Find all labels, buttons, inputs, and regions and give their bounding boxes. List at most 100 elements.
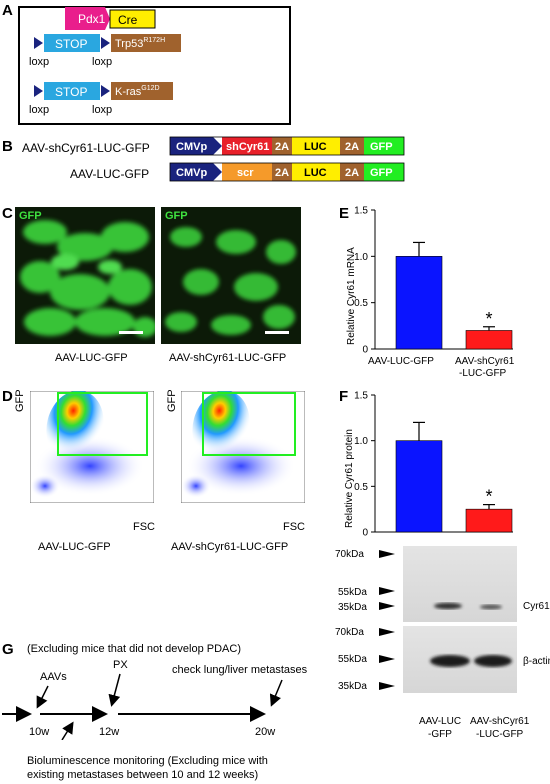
loxp-triangle-4: [101, 85, 110, 97]
loxp-label-2: loxp: [92, 56, 112, 68]
panel-label-d: D: [2, 388, 13, 405]
construct2-name: AAV-LUC-GFP: [70, 167, 150, 181]
lane1-label-line2: -GFP: [428, 729, 452, 740]
bar: [395, 256, 443, 350]
arrow-px: [108, 673, 121, 707]
chart-e-cat2-line1: AAV-shCyr61: [455, 356, 515, 367]
band-label-cyr61: Cyr61: [523, 601, 550, 612]
trp53-box: [111, 34, 181, 52]
panel-c-caption-left: AAV-LUC-GFP: [55, 352, 128, 364]
panel-label-f: F: [339, 388, 349, 405]
band-cyr61-lane1: [434, 602, 462, 610]
chart-e-ylabel: Relative Cyr61 mRNA: [346, 247, 357, 345]
kras-label: K-rasG12D: [115, 85, 160, 98]
panel-d-yaxis-left: GFP: [14, 389, 26, 412]
tick-label: 1.5: [354, 391, 368, 402]
tick-label: 0: [362, 345, 368, 356]
scale-bar-left: [119, 331, 143, 334]
scr-box: [222, 163, 272, 181]
timeline-aavs: AAVs: [40, 671, 67, 683]
gfp-gate-left: [57, 392, 148, 456]
scale-bar-right: [265, 331, 289, 334]
bar: [395, 440, 443, 533]
chart-f: Relative Cyr61 protein 0 0.5 1.0 1.5 *: [344, 391, 513, 539]
arrow-bot-35: [379, 682, 395, 690]
timeline-biolum-line1: Bioluminescence monitoring (Excluding mi…: [27, 755, 268, 767]
marker-bot-70: 70kDa: [335, 627, 364, 638]
gfp-micrograph-shcyr61: GFP: [161, 207, 301, 344]
tick-label: 0.5: [354, 298, 368, 309]
loxp-triangle-1: [34, 37, 43, 49]
arrow-check: [269, 679, 283, 707]
kras-box: [111, 82, 173, 100]
timeline-arrows: [2, 673, 283, 740]
arrow-aavs: [36, 685, 49, 709]
timeline-check: check lung/liver metastases: [172, 664, 308, 676]
stop-label-2: STOP: [55, 85, 87, 99]
panel-label-a: A: [2, 2, 13, 19]
panel-d-caption-left: AAV-LUC-GFP: [38, 541, 111, 553]
cmvp-label-1: CMVp: [176, 141, 207, 153]
panel-d-caption-right: AAV-shCyr61-LUC-GFP: [171, 541, 289, 553]
gfp-label-1: GFP: [370, 141, 393, 153]
loxp-triangle-2: [101, 37, 110, 49]
gfp-box-1: [364, 137, 404, 155]
2a-label-4: 2A: [345, 167, 359, 179]
2a-label-3: 2A: [275, 167, 289, 179]
panel-label-g: G: [2, 641, 14, 658]
arrow-biolum: [61, 721, 74, 740]
construct1-name: AAV-shCyr61-LUC-GFP: [22, 141, 150, 155]
panel-b-constructs: CMVp shCyr61 2A LUC 2A GFP CMVp scr 2A L…: [169, 136, 405, 182]
tick-label: 1.5: [354, 206, 368, 217]
arrow-top-35: [379, 602, 395, 610]
loxp-label-4: loxp: [92, 104, 112, 116]
loxp-label-1: loxp: [29, 56, 49, 68]
significance-star: *: [485, 487, 492, 507]
timeline-biolum-line2: existing metastases between 10 and 12 we…: [27, 769, 259, 781]
timeline-note-top: (Excluding mice that did not develop PDA…: [27, 643, 241, 655]
bar: [465, 508, 513, 533]
band-cyr61-lane2: [480, 604, 502, 610]
tick-label: 1.0: [354, 252, 368, 263]
marker-top-70: 70kDa: [335, 549, 364, 560]
gfp-gate-right: [202, 392, 296, 456]
panel-a-frame: [18, 6, 291, 125]
cmvp-label-2: CMVp: [176, 167, 207, 179]
blot-top: [403, 546, 517, 622]
panel-d-xaxis-right: FSC: [283, 521, 305, 533]
panel-c-caption-right: AAV-shCyr61-LUC-GFP: [169, 352, 287, 364]
lane2-label-line2: -LUC-GFP: [476, 729, 524, 740]
panel-a-diagram: Pdx1 Cre STOP Trp53R172H loxp loxp STOP …: [18, 6, 291, 125]
panel-label-e: E: [339, 205, 350, 222]
luc-label-1: LUC: [304, 141, 327, 153]
chart-e-cat2-line2: -LUC-GFP: [459, 368, 507, 379]
flow-plot-shcyr61: [181, 391, 305, 503]
significance-star: *: [485, 309, 492, 329]
arrow-bot-70: [379, 628, 395, 636]
loxp-label-3: loxp: [29, 104, 49, 116]
timeline-10w: 10w: [29, 726, 50, 738]
arrow-top-70: [379, 550, 395, 558]
tick-label: 0: [362, 528, 368, 539]
marker-bot-55: 55kDa: [338, 654, 367, 665]
shcyr61-box: [222, 137, 272, 155]
gfp-box-2: [364, 163, 404, 181]
band-label-actin: β-actin: [523, 656, 550, 667]
luc-box-1: [292, 137, 340, 155]
2a-box-1: [272, 137, 292, 155]
gfp-label-c-left: GFP: [19, 210, 42, 222]
stop-box-2: [44, 82, 100, 100]
pdx1-label: Pdx1: [78, 12, 106, 26]
luc-label-2: LUC: [304, 167, 327, 179]
2a-box-3: [272, 163, 292, 181]
2a-label-1: 2A: [275, 141, 289, 153]
timeline-px: PX: [113, 659, 128, 671]
chart-e-cat1: AAV-LUC-GFP: [368, 356, 434, 367]
trp53-label: Trp53R172H: [115, 37, 165, 50]
2a-box-4: [340, 163, 364, 181]
timeline-12w: 12w: [99, 726, 120, 738]
marker-top-55: 55kDa: [338, 587, 367, 598]
pdx1-promoter: [65, 7, 110, 30]
luc-box-2: [292, 163, 340, 181]
marker-top-35: 35kDa: [338, 602, 367, 613]
